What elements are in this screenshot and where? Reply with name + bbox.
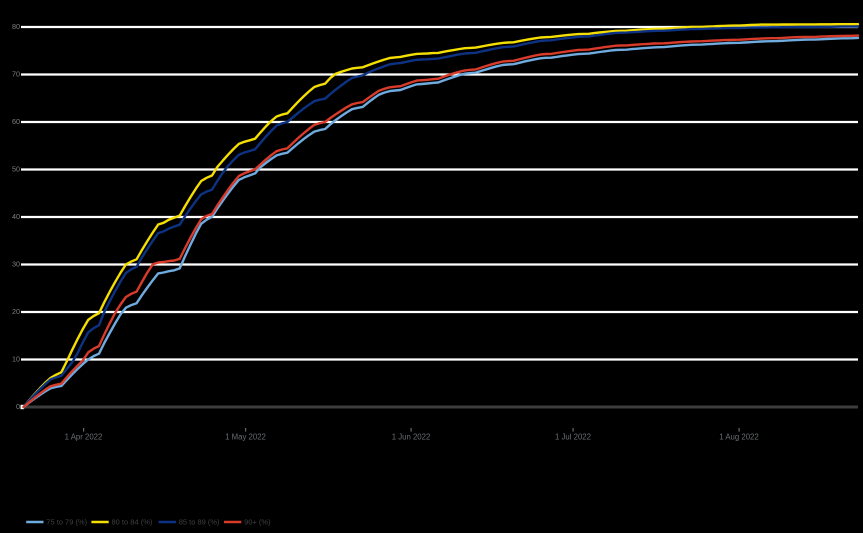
svg-text:80 to 84 (%): 80 to 84 (%) [112,518,153,527]
svg-text:40: 40 [12,212,20,221]
svg-text:1 Apr 2022: 1 Apr 2022 [65,433,103,442]
svg-text:1 Jul 2022: 1 Jul 2022 [555,433,591,442]
svg-text:70: 70 [12,70,20,79]
svg-text:0: 0 [16,402,20,411]
svg-text:20: 20 [12,307,20,316]
svg-text:30: 30 [12,260,20,269]
svg-text:10: 10 [12,355,20,364]
svg-text:1 May 2022: 1 May 2022 [225,433,266,442]
svg-text:50: 50 [12,165,20,174]
svg-text:1 Jun 2022: 1 Jun 2022 [392,433,431,442]
svg-text:85 to 89 (%): 85 to 89 (%) [179,518,220,527]
svg-text:60: 60 [12,117,20,126]
svg-text:1 Aug 2022: 1 Aug 2022 [719,433,758,442]
svg-text:80: 80 [12,22,20,31]
svg-text:75 to 79 (%): 75 to 79 (%) [46,518,87,527]
svg-text:90+ (%): 90+ (%) [244,518,271,527]
